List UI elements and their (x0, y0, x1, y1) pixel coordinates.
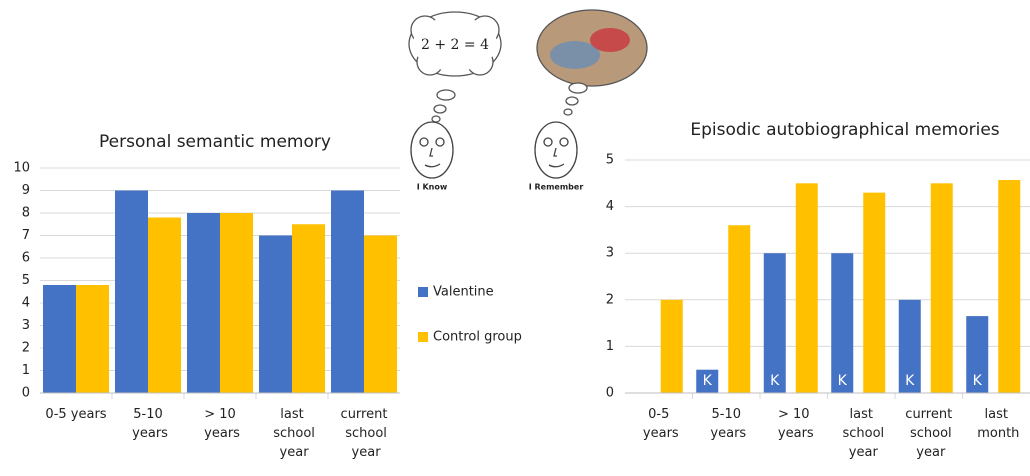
y-tick-label: 4 (22, 296, 30, 311)
bar (259, 236, 292, 394)
x-tick-label: > 10 years (774, 407, 814, 441)
bar (148, 218, 181, 394)
x-tick-label: last school year (269, 407, 315, 460)
x-tick-label: last month (973, 407, 1019, 441)
x-tick-label: current school year (341, 407, 388, 460)
bar (331, 191, 364, 394)
bar (364, 236, 397, 394)
x-tick-label: 5-10 years (128, 407, 168, 441)
bar-label: K (703, 373, 713, 389)
chart-title: Episodic autobiographical memories (690, 120, 999, 140)
x-tick-label: 0-5 years (45, 407, 106, 422)
y-tick-label: 2 (606, 292, 614, 307)
page: 2 + 2 = 4 I Know I Remember Personal sem… (0, 0, 1030, 472)
y-tick-label: 6 (22, 251, 30, 266)
face-label: I Remember (529, 183, 584, 192)
y-tick-label: 8 (22, 206, 30, 221)
face-know (411, 122, 453, 178)
legend-label: Valentine (433, 285, 494, 300)
bar (76, 285, 109, 393)
bar-label: K (973, 373, 983, 389)
face-remember (535, 122, 577, 178)
bar (728, 225, 750, 393)
legend-label: Control group (433, 330, 522, 345)
bar (931, 183, 953, 393)
bar (661, 300, 683, 393)
y-tick-label: 0 (606, 386, 614, 401)
thought-text: 2 + 2 = 4 (421, 37, 489, 53)
y-tick-label: 1 (22, 363, 30, 378)
bar-label: K (905, 373, 915, 389)
x-tick-label: last school year (838, 407, 884, 460)
legend-swatch (418, 332, 428, 342)
bar (863, 193, 885, 393)
y-tick-label: 3 (606, 246, 614, 261)
face-label: I Know (417, 183, 448, 192)
y-tick-label: 1 (606, 339, 614, 354)
y-tick-label: 5 (606, 153, 614, 168)
bar-label: K (838, 373, 848, 389)
thought-bubble-remember (537, 10, 647, 115)
thought-bubble-know (409, 12, 501, 122)
y-tick-label: 10 (13, 161, 30, 176)
y-tick-label: 5 (22, 273, 30, 288)
y-tick-label: 4 (606, 199, 614, 214)
y-tick-label: 7 (22, 228, 30, 243)
y-tick-label: 2 (22, 341, 30, 356)
bar-label: K (770, 373, 780, 389)
bar (292, 224, 325, 393)
chart-title: Personal semantic memory (99, 132, 331, 152)
bar (998, 180, 1020, 393)
x-tick-label: 0-5 years (639, 407, 679, 441)
legend-swatch (418, 287, 428, 297)
bar (115, 191, 148, 394)
x-tick-label: > 10 years (200, 407, 240, 441)
y-tick-label: 0 (22, 386, 30, 401)
x-tick-label: 5-10 years (706, 407, 746, 441)
bar (43, 285, 76, 393)
bar (220, 213, 253, 393)
y-tick-label: 9 (22, 183, 30, 198)
bar (796, 183, 818, 393)
y-tick-label: 3 (22, 318, 30, 333)
x-tick-label: current school year (905, 407, 952, 460)
bar (187, 213, 220, 393)
